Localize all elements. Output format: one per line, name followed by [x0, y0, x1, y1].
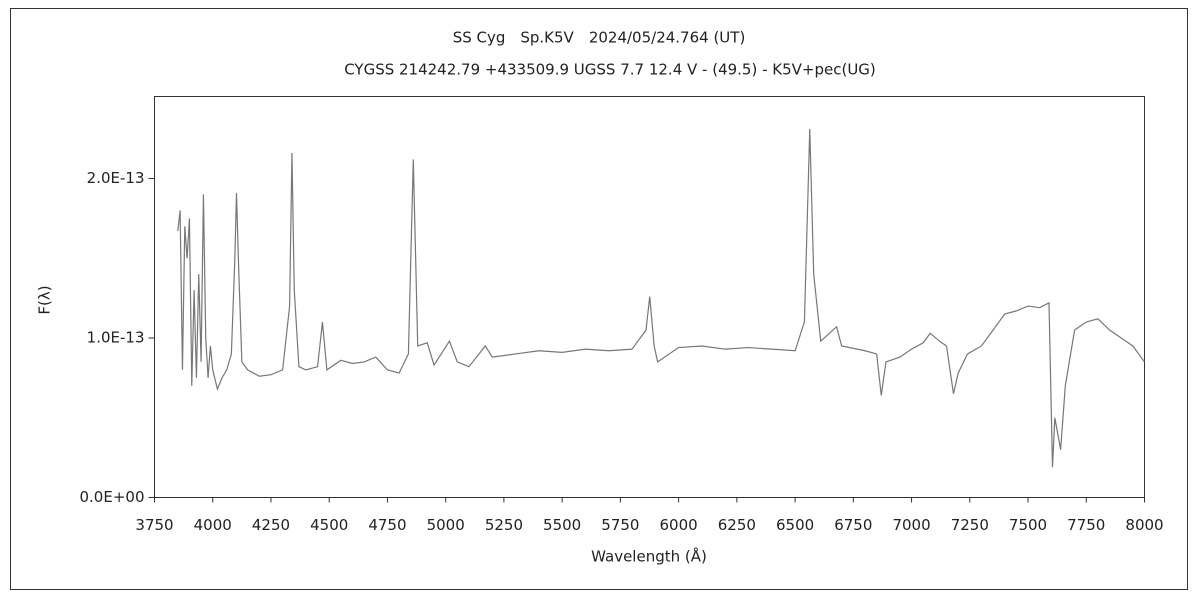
- x-tick-label: 5750: [601, 516, 639, 534]
- outer-frame: [10, 8, 1188, 590]
- x-tick-label: 8000: [1125, 516, 1163, 534]
- x-tick-label: 7000: [892, 516, 930, 534]
- x-tick-label: 4500: [310, 516, 348, 534]
- chart-title: SS Cyg Sp.K5V 2024/05/24.764 (UT): [453, 29, 746, 47]
- x-tick-label: 3750: [135, 516, 173, 534]
- x-tick-label: 6500: [776, 516, 814, 534]
- x-tick-label: 7500: [1009, 516, 1047, 534]
- plot-frame: [154, 96, 1145, 498]
- y-tick-label: 0.0E+00: [80, 488, 145, 506]
- y-tick-label: 2.0E-13: [87, 169, 145, 187]
- x-tick-label: 6000: [660, 516, 698, 534]
- x-tick-label: 6750: [834, 516, 872, 534]
- x-tick-label: 6250: [718, 516, 756, 534]
- x-tick-label: 7250: [951, 516, 989, 534]
- x-axis-label: Wavelength (Å): [591, 547, 707, 566]
- x-tick-label: 4250: [252, 516, 290, 534]
- chart-subtitle: CYGSS 214242.79 +433509.9 UGSS 7.7 12.4 …: [344, 61, 876, 79]
- x-tick-label: 5250: [485, 516, 523, 534]
- x-tick-label: 4000: [194, 516, 232, 534]
- x-tick-label: 7750: [1067, 516, 1105, 534]
- x-tick-label: 5000: [427, 516, 465, 534]
- x-tick-label: 5500: [543, 516, 581, 534]
- x-tick-label: 4750: [368, 516, 406, 534]
- spectrum-line: [177, 129, 1145, 468]
- y-tick-label: 1.0E-13: [87, 328, 145, 346]
- y-axis-label: F(λ): [36, 285, 54, 314]
